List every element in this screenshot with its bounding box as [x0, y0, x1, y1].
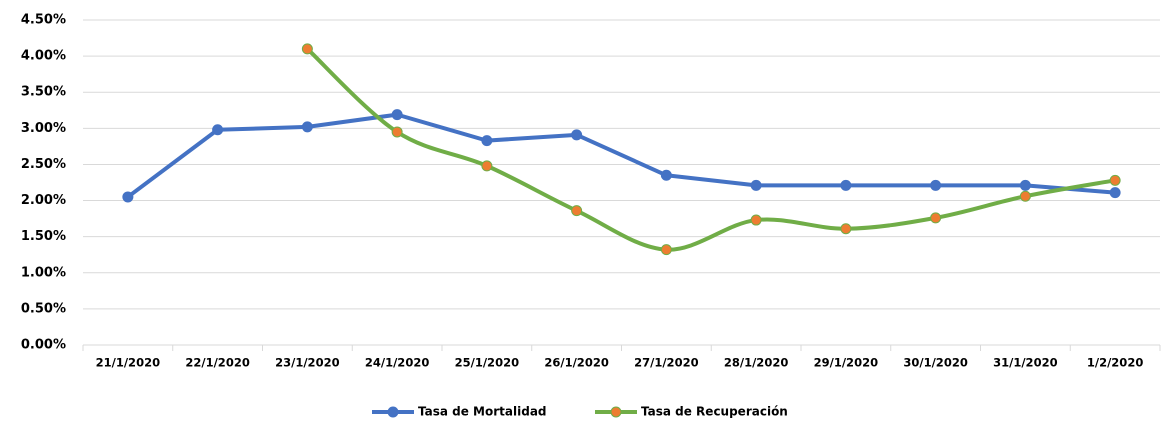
y-tick-label: 0.00% — [21, 338, 66, 353]
data-point — [1109, 174, 1121, 186]
data-point — [301, 121, 313, 133]
data-point — [660, 169, 672, 181]
data-point — [391, 109, 403, 121]
legend-label: Tasa de Recuperación — [641, 405, 788, 419]
data-point — [1109, 187, 1121, 199]
data-point — [930, 212, 942, 224]
data-point — [930, 179, 942, 191]
x-tick-label: 31/1/2020 — [993, 356, 1057, 370]
y-tick-label: 2.00% — [21, 193, 66, 208]
x-tick-label: 24/1/2020 — [365, 356, 429, 370]
x-tick-label: 28/1/2020 — [724, 356, 788, 370]
data-point — [1019, 190, 1031, 202]
data-point — [1019, 179, 1031, 191]
x-tick-label: 1/2/2020 — [1087, 356, 1143, 370]
series-line — [306, 47, 1116, 252]
data-point — [571, 205, 583, 217]
legend-marker — [610, 406, 622, 418]
series-line — [126, 112, 1116, 199]
data-point — [750, 214, 762, 226]
y-tick-label: 2.50% — [21, 157, 66, 172]
data-point — [301, 43, 313, 55]
data-point — [840, 223, 852, 235]
x-tick-label: 22/1/2020 — [185, 356, 249, 370]
x-tick-label: 25/1/2020 — [455, 356, 519, 370]
y-tick-label: 3.50% — [21, 85, 66, 100]
data-point — [122, 191, 134, 203]
y-tick-label: 1.50% — [21, 229, 66, 244]
x-tick-label: 26/1/2020 — [544, 356, 608, 370]
y-tick-label: 1.00% — [21, 265, 66, 280]
y-tick-label: 4.00% — [21, 49, 66, 64]
legend-marker — [387, 406, 399, 418]
x-tick-label: 21/1/2020 — [96, 356, 160, 370]
data-point — [391, 126, 403, 138]
data-point — [750, 179, 762, 191]
legend-label: Tasa de Mortalidad — [418, 405, 547, 419]
x-tick-label: 27/1/2020 — [634, 356, 698, 370]
x-tick-label: 29/1/2020 — [814, 356, 878, 370]
x-tick-label: 30/1/2020 — [903, 356, 967, 370]
y-tick-label: 3.00% — [21, 121, 66, 136]
y-tick-label: 4.50% — [21, 13, 66, 28]
data-point — [212, 124, 224, 136]
data-point — [571, 129, 583, 141]
data-point — [840, 179, 852, 191]
data-point — [481, 135, 493, 147]
x-tick-label: 23/1/2020 — [275, 356, 339, 370]
y-tick-label: 0.50% — [21, 301, 66, 316]
data-point — [660, 244, 672, 256]
data-point — [481, 160, 493, 172]
